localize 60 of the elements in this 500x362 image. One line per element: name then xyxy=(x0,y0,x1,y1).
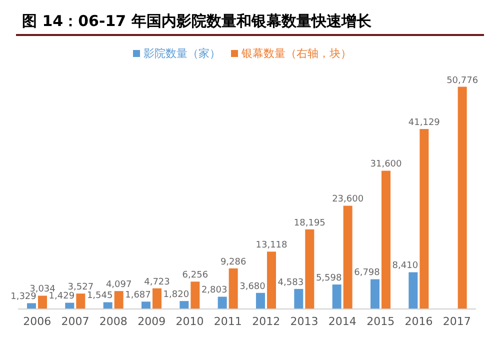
bar xyxy=(218,296,227,309)
bar xyxy=(332,284,342,309)
data-label: 1,329 xyxy=(10,292,37,302)
bar xyxy=(382,170,390,309)
x-tick-label: 2009 xyxy=(138,314,166,328)
bar xyxy=(343,206,352,309)
bar xyxy=(103,302,112,309)
bar xyxy=(142,302,150,309)
data-label: 1,545 xyxy=(86,291,113,302)
bar xyxy=(408,272,418,309)
bar xyxy=(152,288,162,309)
data-label: 1,429 xyxy=(48,292,75,302)
x-tick-label: 2011 xyxy=(214,314,242,328)
x-tick-label: 2013 xyxy=(290,314,318,328)
data-label: 3,527 xyxy=(68,282,94,293)
x-tick-label: 2015 xyxy=(366,314,395,328)
data-label: 23,600 xyxy=(332,194,364,205)
data-label: 18,195 xyxy=(294,218,326,228)
bar xyxy=(38,296,47,309)
chart-title: 图 14：06-17 年国内影院数量和银幕数量快速增长 xyxy=(21,11,372,32)
bar xyxy=(76,294,86,309)
bar xyxy=(294,288,304,309)
data-label: 2,803 xyxy=(201,286,228,296)
data-label: 6,256 xyxy=(182,270,208,281)
bar xyxy=(228,268,238,309)
data-label: 4,097 xyxy=(106,280,132,290)
data-label: 4,723 xyxy=(144,277,170,288)
bar xyxy=(256,292,265,309)
data-label: 6,798 xyxy=(354,268,380,278)
bar xyxy=(458,86,467,309)
bar xyxy=(267,252,276,309)
x-tick-label: 2007 xyxy=(61,314,90,328)
bar xyxy=(305,229,314,309)
data-label: 3,680 xyxy=(240,282,266,292)
bar xyxy=(27,303,36,309)
data-label: 1,820 xyxy=(163,290,190,300)
x-tick-label: 2006 xyxy=(23,314,52,328)
x-tick-label: 2014 xyxy=(328,314,356,328)
x-tick-label: 2016 xyxy=(404,314,433,328)
bar xyxy=(420,129,429,309)
bar xyxy=(180,301,189,309)
data-label: 8,410 xyxy=(392,261,418,272)
data-label: 1,687 xyxy=(125,290,151,301)
x-tick-label: 2017 xyxy=(442,314,471,328)
legend-label: 银幕数量（右轴，块） xyxy=(242,47,352,60)
data-label: 9,286 xyxy=(220,257,246,268)
data-label: 41,129 xyxy=(408,118,440,128)
x-tick-label: 2010 xyxy=(176,314,204,328)
x-tick-label: 2008 xyxy=(99,314,128,328)
bar xyxy=(65,302,74,309)
bar xyxy=(190,282,200,309)
data-label: 4,583 xyxy=(278,278,304,288)
data-label: 5,598 xyxy=(316,274,342,284)
data-label: 13,118 xyxy=(256,240,288,251)
data-label: 31,600 xyxy=(370,160,402,170)
data-label: 50,776 xyxy=(446,76,478,86)
bar xyxy=(114,291,124,309)
x-tick-label: 2012 xyxy=(252,314,280,328)
bar xyxy=(370,279,380,309)
legend-label: 影院数量（家） xyxy=(144,47,220,60)
